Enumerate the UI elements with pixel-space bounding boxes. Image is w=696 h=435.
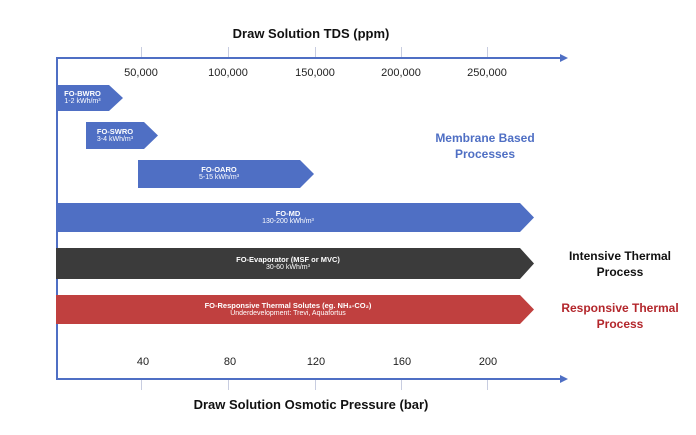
category-responsive-thermal: Responsive Thermal Process xyxy=(561,301,679,332)
top-tick xyxy=(401,47,402,57)
bottom-axis-arrow-icon xyxy=(560,375,568,383)
top-axis-title: Draw Solution TDS (ppm) xyxy=(232,26,390,41)
top-tick-label: 100,000 xyxy=(208,67,248,79)
bottom-axis-line xyxy=(56,378,560,380)
bar-name: FO-Responsive Thermal Solutes (eg. NH₃-C… xyxy=(204,300,372,310)
bar-fo-responsive-thermal: FO-Responsive Thermal Solutes (eg. NH₃-C… xyxy=(56,295,534,324)
bar-energy: 3-4 kWh/m³ xyxy=(96,135,134,143)
bottom-tick xyxy=(401,380,402,390)
top-tick xyxy=(228,47,229,57)
bottom-tick xyxy=(228,380,229,390)
bar-fo-oaro: FO-OARO 5-15 kWh/m³ xyxy=(138,160,314,188)
bar-fo-evaporator: FO-Evaporator (MSF or MVC) 30-60 kWh/m³ xyxy=(56,248,534,279)
bar-name: FO-MD xyxy=(275,208,301,218)
top-tick xyxy=(487,47,488,57)
category-membrane: Membrane Based Processes xyxy=(435,131,535,162)
top-tick-label: 150,000 xyxy=(295,67,335,79)
category-intensive-thermal: Intensive Thermal Process xyxy=(568,249,672,280)
bar-energy: 30-60 kWh/m³ xyxy=(266,263,310,271)
bar-fo-md: FO-MD 130-200 kWh/m³ xyxy=(56,203,534,232)
bottom-tick xyxy=(141,380,142,390)
top-tick-label: 250,000 xyxy=(467,67,507,79)
bar-name: FO-Evaporator (MSF or MVC) xyxy=(236,254,340,264)
bottom-tick-label: 40 xyxy=(136,356,150,368)
bottom-axis-title: Draw Solution Osmotic Pressure (bar) xyxy=(193,397,429,412)
top-axis-arrow-icon xyxy=(560,54,568,62)
bottom-tick-label: 80 xyxy=(223,356,237,368)
top-axis-line xyxy=(56,57,560,59)
bar-energy: 5-15 kWh/m³ xyxy=(198,174,240,182)
top-tick xyxy=(141,47,142,57)
top-tick-label: 50,000 xyxy=(124,67,158,79)
bar-energy: 130-200 kWh/m³ xyxy=(262,217,314,225)
top-tick xyxy=(315,47,316,57)
bar-name: FO-BWRO xyxy=(64,89,101,99)
bar-fo-bwro: FO-BWRO 1-2 kWh/m³ xyxy=(56,85,123,111)
bar-energy: 1-2 kWh/m³ xyxy=(64,98,101,106)
bottom-tick xyxy=(315,380,316,390)
bar-fo-swro: FO-SWRO 3-4 kWh/m³ xyxy=(86,122,158,149)
bar-name: FO-SWRO xyxy=(96,126,134,136)
bottom-tick-label: 200 xyxy=(478,356,498,368)
top-tick-label: 200,000 xyxy=(381,67,421,79)
bar-name: FO-OARO xyxy=(201,165,237,175)
bottom-tick xyxy=(487,380,488,390)
bottom-tick-label: 120 xyxy=(306,356,326,368)
bottom-tick-label: 160 xyxy=(392,356,412,368)
bar-energy: Underdevelopment: Trevi, Aquafortus xyxy=(230,309,346,317)
